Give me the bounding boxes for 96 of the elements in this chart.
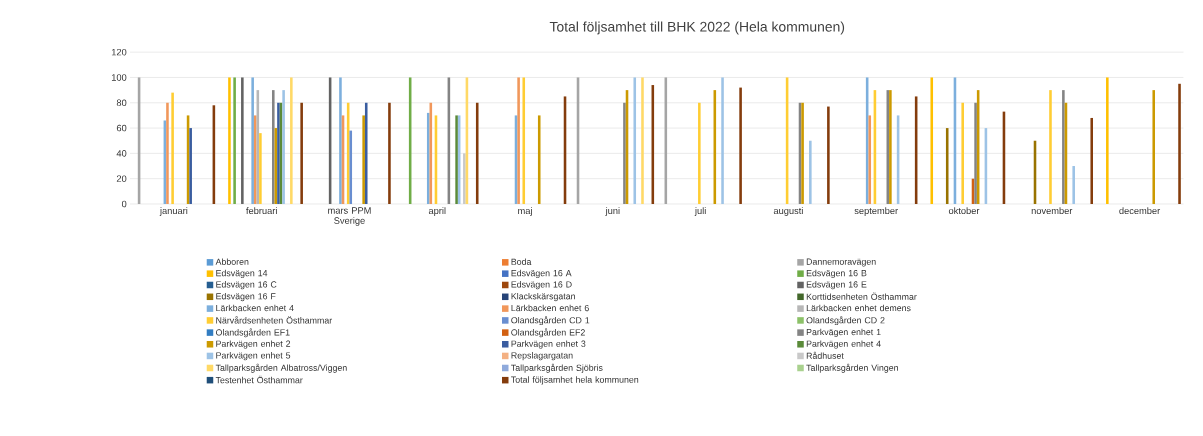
y-tick-label: 100 [111,74,127,81]
bar [463,153,466,205]
x-tick-label: juni [605,207,620,216]
bar [721,77,724,205]
bar [1062,90,1065,205]
x-tick-label: februari [246,207,277,215]
bar [868,115,872,205]
bar [364,102,368,205]
legend-label: Edsvägen 16 A [511,269,572,279]
bar [426,112,430,205]
legend-label: Edsvägen 16 E [806,281,867,290]
bar [1178,83,1181,205]
bar [233,77,236,205]
x-tick-label: mars PPM Sverige [328,207,371,226]
x-tick-label: september [854,207,898,216]
legend-label: Tallparksgården Albatross/Viggen [215,363,347,373]
bar [522,77,526,205]
bar [272,90,275,205]
bar [300,102,303,205]
bar [475,102,479,205]
bar [698,102,701,205]
legend-label: Abboren [215,258,249,265]
legend-label: Olandsgården CD 1 [511,316,590,326]
bar [537,115,541,205]
legend-label: Olandsgården EF2 [511,328,585,338]
bar [290,77,293,205]
legend-label: Rådhuset [806,351,844,359]
legend-label: Klackskärsgatan [511,292,575,302]
bar [388,102,391,205]
legend-label: Parkvägen enhet 5 [216,352,291,361]
bar [961,102,964,205]
legend-label: Lärkbacken enhet demens [806,304,911,312]
legend-label: Parkvägen enhet 3 [511,340,586,349]
legend-label: Edsvägen 14 [216,269,268,279]
bar [623,102,626,205]
bar [189,128,192,205]
bar [633,77,637,205]
legend-label: Repslagargatan [511,352,573,361]
bar [1090,118,1094,205]
x-tick-label: december [1119,207,1161,215]
legend-label: Olandsgården CD 2 [806,316,885,326]
bar [1106,77,1109,205]
legend-label: Boda [511,258,532,265]
x-tick-label: juli [694,207,706,216]
bar [641,77,644,205]
y-tick-label: 40 [116,150,127,157]
bar [362,115,365,205]
bar [517,77,520,205]
y-tick-label: 60 [116,124,127,132]
legend-label: Olandsgården EF1 [215,328,290,338]
legend-label: Parkvägen enhet 1 [806,328,881,337]
bar [241,77,244,205]
chart-title: Total följsamhet till BHK 2022 (Hela kommunen) [549,21,845,35]
y-tick-label: 20 [116,175,127,183]
legend-label: Edsvägen 16 C [216,281,277,290]
y-tick-label: 120 [111,48,127,56]
bar [349,130,353,205]
bar [1072,166,1075,205]
bar [739,87,742,205]
bar [228,77,231,205]
x-tick-label: april [428,207,446,216]
legend-label: Dannemoravägen [806,258,876,267]
legend-label: Parkvägen enhet 4 [806,340,881,349]
legend-label: Korttidsenheten Östhammar [806,292,917,300]
legend-label: Lärkbacken enhet 4 [216,304,294,312]
x-tick-label: maj [518,207,532,216]
bar [259,133,262,205]
legend-label: Tallparksgården Sjöbris [511,363,603,373]
legend-label: Testenhet Östhammar [215,375,303,384]
bar [166,102,169,205]
x-tick-label: oktober [948,207,980,215]
bar [930,77,934,205]
x-tick-label: november [1031,207,1073,215]
x-tick-label: augusti [773,207,803,216]
bar [945,128,949,205]
bar [809,140,812,205]
bar [974,102,977,205]
legend-label: Närvårdsenheten Östhammar [216,316,333,324]
bar [253,115,257,205]
bar [339,77,342,205]
y-tick-label: 0 [121,200,127,208]
x-tick-label: januari [159,207,188,216]
bar [1152,90,1156,205]
legend-label: Edsvägen 16 D [511,281,572,290]
bar [827,106,830,205]
y-tick-label: 80 [116,99,127,107]
legend-label: Lärkbacken enhet 6 [511,304,589,312]
bar [282,90,285,205]
bar [1049,90,1052,205]
legend-label: Parkvägen enhet 2 [216,340,291,349]
bar [171,92,174,205]
legend-label: Tallparksgården Vingen [806,363,898,373]
bar [251,77,254,205]
legend-label: Edsvägen 16 B [806,269,867,279]
legend-label: Edsvägen 16 F [216,292,276,302]
legend-label: Total följsamhet hela kommunen [511,376,639,385]
